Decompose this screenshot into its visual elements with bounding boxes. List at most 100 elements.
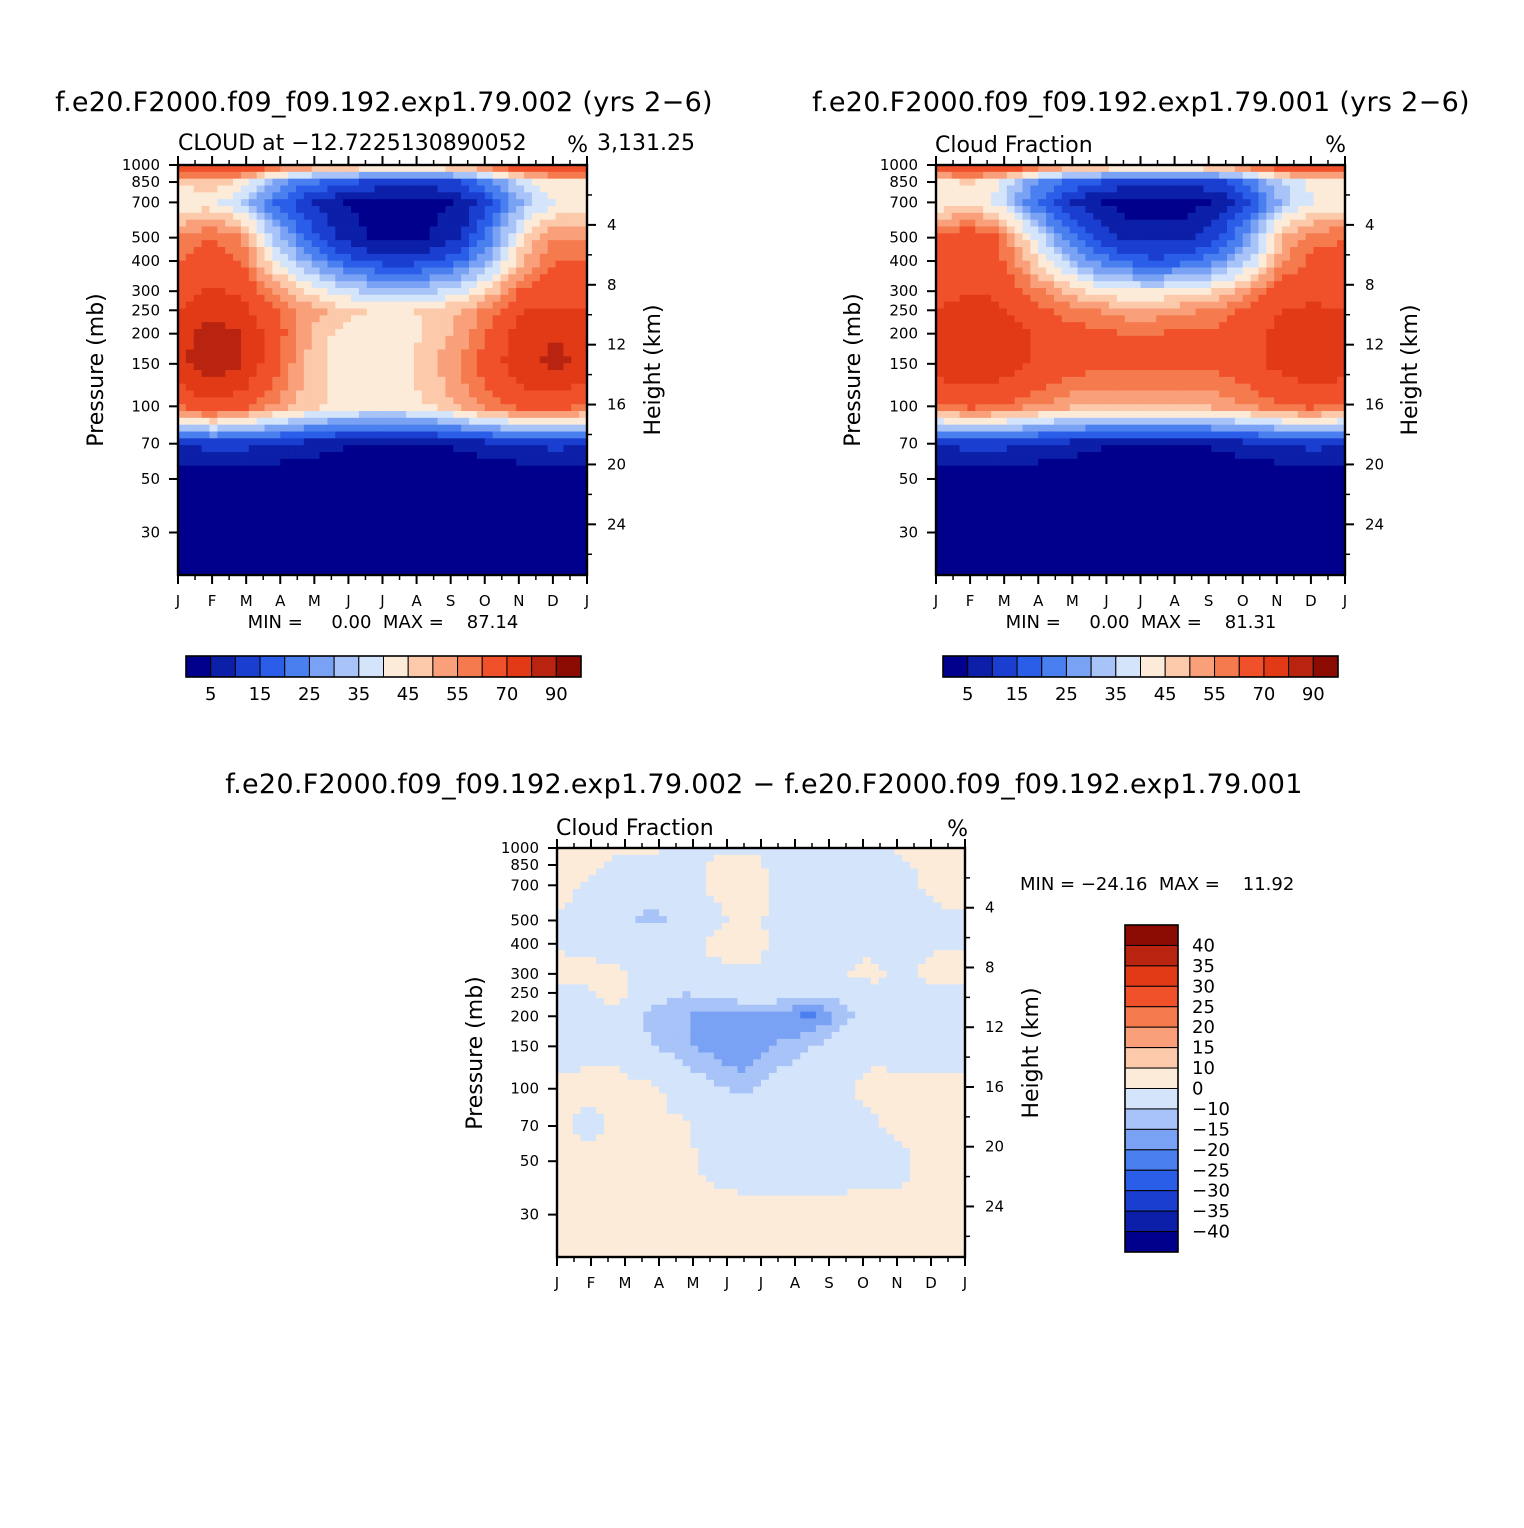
contour-cell (1109, 397, 1117, 404)
contour-cell (343, 397, 351, 404)
contour-cell (516, 254, 524, 261)
contour-cell (1070, 548, 1078, 555)
contour-cell (390, 220, 398, 227)
contour-cell (1023, 172, 1031, 179)
contour-cell (257, 247, 265, 254)
contour-cell (944, 397, 952, 404)
contour-cell (1046, 561, 1054, 568)
contour-cell (991, 350, 999, 357)
contour-cell (493, 548, 501, 555)
contour-cell (1133, 561, 1141, 568)
contour-cell (967, 274, 975, 281)
contour-cell (960, 240, 968, 247)
contour-cell (1007, 179, 1015, 186)
contour-cell (1109, 288, 1117, 295)
contour-cell (1125, 192, 1133, 199)
contour-cell (1093, 555, 1101, 562)
contour-cell (1070, 397, 1078, 404)
contour-cell (1109, 507, 1117, 514)
contour-cell (960, 302, 968, 309)
contour-cell (485, 548, 493, 555)
contour-cell (1062, 309, 1070, 316)
contour-cell (999, 233, 1007, 240)
contour-cell (1156, 274, 1164, 281)
contour-cell (312, 247, 320, 254)
contour-cell (540, 377, 548, 384)
contour-cell (288, 268, 296, 275)
contour-cell (233, 227, 241, 234)
contour-cell (178, 356, 186, 363)
contour-cell (343, 541, 351, 548)
contour-cell (1007, 302, 1015, 309)
contour-cell (1054, 309, 1062, 316)
contour-cell (343, 220, 351, 227)
contour-cell (202, 329, 210, 336)
contour-cell (1141, 261, 1149, 268)
contour-cell (288, 199, 296, 206)
contour-cell (516, 329, 524, 336)
contour-cell (1023, 561, 1031, 568)
contour-cell (1030, 336, 1038, 343)
contour-cell (516, 384, 524, 391)
contour-cell (1093, 418, 1101, 425)
contour-cell (265, 329, 273, 336)
contour-cell (999, 309, 1007, 316)
contour-cell (209, 459, 217, 466)
contour-cell (390, 459, 398, 466)
contour-cell (516, 199, 524, 206)
contour-cell (967, 534, 975, 541)
contour-cell (1030, 220, 1038, 227)
contour-cell (351, 315, 359, 322)
contour-cell (960, 514, 968, 521)
colorbar-label: 45 (397, 684, 420, 705)
contour-cell (351, 520, 359, 527)
contour-cell (1062, 438, 1070, 445)
contour-cell (178, 445, 186, 452)
contour-cell (1125, 309, 1133, 316)
contour-cell (288, 391, 296, 398)
contour-cell (304, 541, 312, 548)
contour-cell (540, 370, 548, 377)
contour-cell (257, 459, 265, 466)
contour-cell (1046, 213, 1054, 220)
contour-cell (453, 527, 461, 534)
contour-cell (991, 534, 999, 541)
contour-cell (304, 384, 312, 391)
contour-cell (532, 459, 540, 466)
contour-cell (288, 507, 296, 514)
y2-tick-label: 4 (607, 216, 617, 234)
contour-cell (430, 452, 438, 459)
contour-cell (485, 555, 493, 562)
contour-cell (202, 350, 210, 357)
contour-cell (312, 514, 320, 521)
contour-cell (516, 534, 524, 541)
contour-cell (1023, 268, 1031, 275)
contour-cell (1054, 179, 1062, 186)
contour-cell (202, 343, 210, 350)
contour-cell (1030, 425, 1038, 432)
contour-cell (952, 336, 960, 343)
contour-cell (1070, 466, 1078, 473)
contour-cell (257, 281, 265, 288)
contour-cell (1038, 227, 1046, 234)
contour-cell (320, 179, 328, 186)
contour-cell (209, 295, 217, 302)
contour-cell (469, 527, 477, 534)
contour-cell (975, 561, 983, 568)
x-tick-label: M (240, 592, 253, 610)
contour-cell (312, 186, 320, 193)
contour-cell (571, 322, 579, 329)
contour-cell (257, 350, 265, 357)
contour-cell (414, 459, 422, 466)
contour-cell (194, 233, 202, 240)
contour-cell (390, 466, 398, 473)
contour-cell (1038, 561, 1046, 568)
contour-cell (1125, 418, 1133, 425)
contour-cell (225, 493, 233, 500)
contour-cell (1109, 432, 1117, 439)
contour-cell (312, 445, 320, 452)
contour-cell (453, 274, 461, 281)
contour-cell (461, 397, 469, 404)
contour-cell (233, 486, 241, 493)
contour-cell (500, 220, 508, 227)
